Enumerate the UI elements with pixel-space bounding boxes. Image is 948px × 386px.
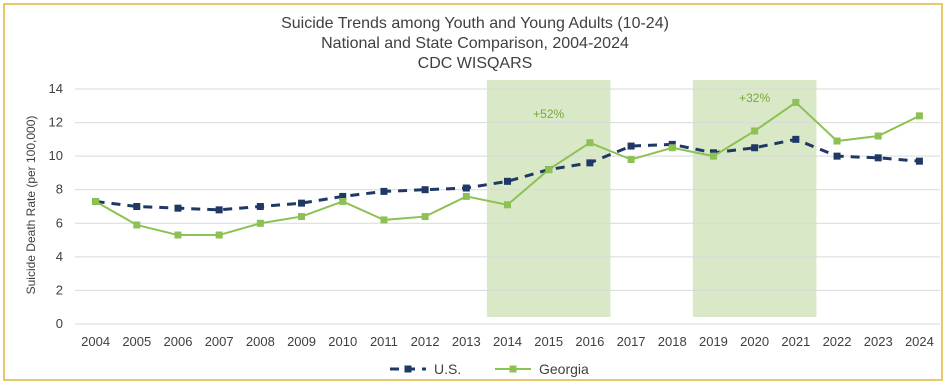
x-tick-label-2011: 2011 xyxy=(370,334,398,349)
data-point-0-2007 xyxy=(215,206,223,214)
data-point-0-2011 xyxy=(380,187,388,195)
data-point-1-2018 xyxy=(668,144,676,152)
data-point-0-2012 xyxy=(421,186,429,194)
x-tick-label-2004: 2004 xyxy=(81,334,110,349)
chart-title-line-3: CDC WISQARS xyxy=(418,55,533,72)
series-line-0 xyxy=(95,137,920,212)
y-tick-label-6: 6 xyxy=(56,215,63,230)
data-point-1-2010 xyxy=(339,197,347,205)
y-tick-labels: 0 2 4 6 8 10 12 14 xyxy=(49,81,63,331)
chart-title-line-1: Suicide Trends among Youth and Young Adu… xyxy=(281,15,669,32)
data-point-0-2022 xyxy=(833,152,841,160)
data-point-0-2008 xyxy=(256,203,264,210)
highlight-bands: +52% +32% xyxy=(486,80,817,317)
data-point-1-2009 xyxy=(298,213,306,221)
x-tick-label-2006: 2006 xyxy=(164,334,193,349)
data-point-0-2005 xyxy=(133,203,141,210)
legend-marker-1 xyxy=(509,365,517,373)
data-point-0-2014 xyxy=(504,177,511,185)
data-point-0-2024 xyxy=(915,157,923,165)
y-tick-label-0: 0 xyxy=(56,316,63,331)
x-tick-label-2019: 2019 xyxy=(699,334,728,349)
x-tick-label-2007: 2007 xyxy=(205,334,234,349)
data-point-1-2011 xyxy=(380,216,388,224)
x-tick-label-2014: 2014 xyxy=(493,334,522,349)
data-point-1-2015 xyxy=(545,166,553,174)
highlight-band-0 xyxy=(486,80,611,317)
data-point-1-2005 xyxy=(133,221,141,229)
data-point-0-2010 xyxy=(339,192,347,200)
x-tick-label-2016: 2016 xyxy=(575,334,604,349)
data-point-1-2019 xyxy=(709,152,717,160)
data-point-0-2009 xyxy=(298,199,306,207)
data-point-1-2014 xyxy=(504,201,511,209)
data-point-1-2013 xyxy=(462,192,470,200)
legend: U.S. Georgia xyxy=(390,361,589,377)
data-point-1-2024 xyxy=(915,112,923,120)
highlight-label-0: +52% xyxy=(533,107,564,121)
x-tick-labels: 2004 2005 2006 2007 2008 2009 2010 2011 2012 2013… xyxy=(81,334,934,349)
x-tick-label-2010: 2010 xyxy=(328,334,357,349)
data-point-1-2020 xyxy=(751,127,759,135)
x-tick-label-2021: 2021 xyxy=(781,334,810,349)
highlight-label-1: +32% xyxy=(739,91,770,105)
highlight-band-1 xyxy=(692,80,817,317)
x-tick-label-2012: 2012 xyxy=(411,334,440,349)
x-tick-label-2008: 2008 xyxy=(246,334,275,349)
chart-title-line-2: National and State Comparison, 2004-2024 xyxy=(321,35,629,52)
data-point-1-2021 xyxy=(792,98,800,106)
y-tick-label-12: 12 xyxy=(49,115,63,130)
x-tick-label-2022: 2022 xyxy=(823,334,852,349)
data-point-1-2008 xyxy=(256,219,264,227)
data-point-0-2013 xyxy=(462,184,470,192)
y-tick-label-2: 2 xyxy=(56,282,63,297)
x-tick-label-2009: 2009 xyxy=(287,334,316,349)
line-chart: +52% +32% Suicide Trends among Youth and … xyxy=(24,15,940,377)
x-tick-label-2024: 2024 xyxy=(905,334,934,349)
series-markers xyxy=(92,98,923,239)
y-tick-label-10: 10 xyxy=(49,148,63,163)
y-tick-label-8: 8 xyxy=(56,182,63,197)
x-tick-label-2005: 2005 xyxy=(122,334,151,349)
y-tick-label-14: 14 xyxy=(49,81,63,96)
data-point-0-2020 xyxy=(751,144,759,152)
y-axis-label: Suicide Death Rate (per 100,000) xyxy=(24,116,38,295)
data-point-0-2016 xyxy=(586,159,594,167)
x-tick-label-2017: 2017 xyxy=(617,334,646,349)
x-tick-label-2020: 2020 xyxy=(740,334,769,349)
data-point-1-2022 xyxy=(833,137,841,145)
chart-title: Suicide Trends among Youth and Young Adu… xyxy=(281,15,669,72)
legend-label-0: U.S. xyxy=(434,361,461,377)
data-point-0-2006 xyxy=(174,204,182,212)
gridlines xyxy=(75,88,940,325)
y-tick-label-4: 4 xyxy=(56,249,63,264)
legend-label-1: Georgia xyxy=(539,361,589,377)
x-tick-label-2018: 2018 xyxy=(658,334,687,349)
legend-marker-0 xyxy=(404,365,412,373)
data-point-0-2023 xyxy=(874,154,882,162)
data-point-1-2007 xyxy=(215,231,223,239)
x-tick-label-2023: 2023 xyxy=(864,334,893,349)
chart-frame: +52% +32% Suicide Trends among Youth and … xyxy=(3,3,943,381)
data-point-0-2017 xyxy=(627,142,635,150)
data-point-1-2017 xyxy=(627,156,635,163)
x-tick-label-2013: 2013 xyxy=(452,334,481,349)
data-point-1-2004 xyxy=(92,197,100,205)
x-tick-label-2015: 2015 xyxy=(534,334,563,349)
data-point-1-2006 xyxy=(174,231,182,239)
data-point-1-2012 xyxy=(421,213,429,221)
data-point-1-2023 xyxy=(874,132,882,140)
data-point-1-2016 xyxy=(586,139,594,147)
data-point-0-2021 xyxy=(792,135,800,143)
